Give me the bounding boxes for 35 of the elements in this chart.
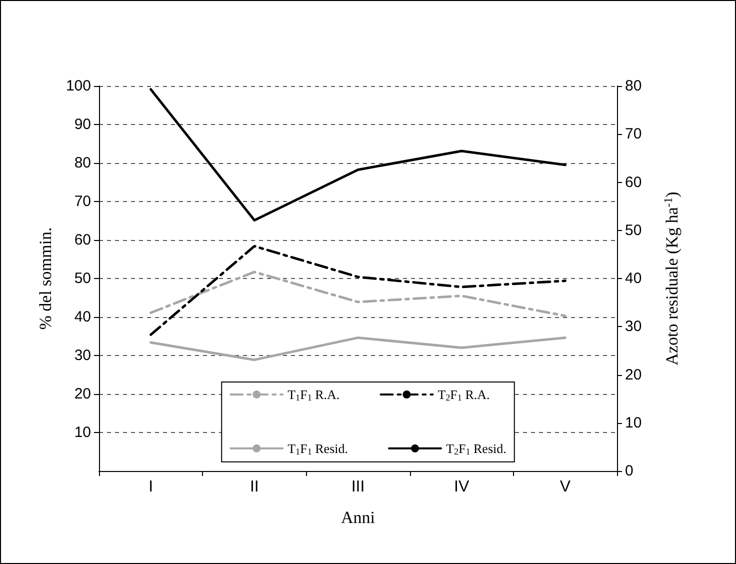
y2-tick-label: 50: [625, 222, 642, 239]
y2-tick-label: 20: [625, 366, 642, 384]
x-tick-label: III: [351, 478, 365, 496]
y-tick-label: 100: [66, 78, 91, 94]
y-tick-label: 90: [74, 116, 91, 133]
y-tick-label: 20: [74, 386, 91, 402]
y2-tick-label: 30: [625, 318, 642, 336]
line-series: [150, 270, 566, 318]
x-tick-label: I: [148, 478, 154, 496]
line-series: [150, 244, 566, 336]
x-axis-title: Anni: [341, 508, 376, 527]
y-tick-label: 80: [74, 154, 91, 172]
y-tick-label: 30: [74, 347, 91, 364]
x-tick-label: IV: [454, 478, 470, 496]
line-series: [150, 88, 566, 222]
y-tick-label: 40: [74, 308, 91, 326]
legend-label: T1F1 Resid.: [288, 440, 348, 456]
y2-tick-label: 70: [625, 126, 642, 143]
line-series: [150, 336, 566, 362]
x-tick-label: II: [250, 478, 259, 496]
y2-tick-label: 60: [625, 174, 642, 191]
legend-label: T1F1 R.A.: [288, 387, 340, 402]
y2-tick-label: 10: [625, 414, 642, 432]
y-tick-label: 70: [74, 193, 91, 210]
y2-tick-label: 80: [625, 78, 642, 94]
y-tick-label: 50: [74, 270, 91, 287]
y-tick-label: 10: [74, 424, 91, 441]
legend-label: T2F1 Resid.: [446, 440, 506, 456]
y-tick-label: 60: [74, 232, 91, 248]
y2-tick-label: 0: [625, 462, 634, 480]
y-axis-title: % del sommin.: [36, 227, 55, 330]
legend-label: T2F1 R.A.: [438, 387, 490, 402]
y2-axis-title: Azoto residuale (Kg ha-1): [661, 192, 682, 366]
x-tick-label: V: [560, 478, 571, 496]
y2-tick-label: 40: [625, 270, 642, 287]
